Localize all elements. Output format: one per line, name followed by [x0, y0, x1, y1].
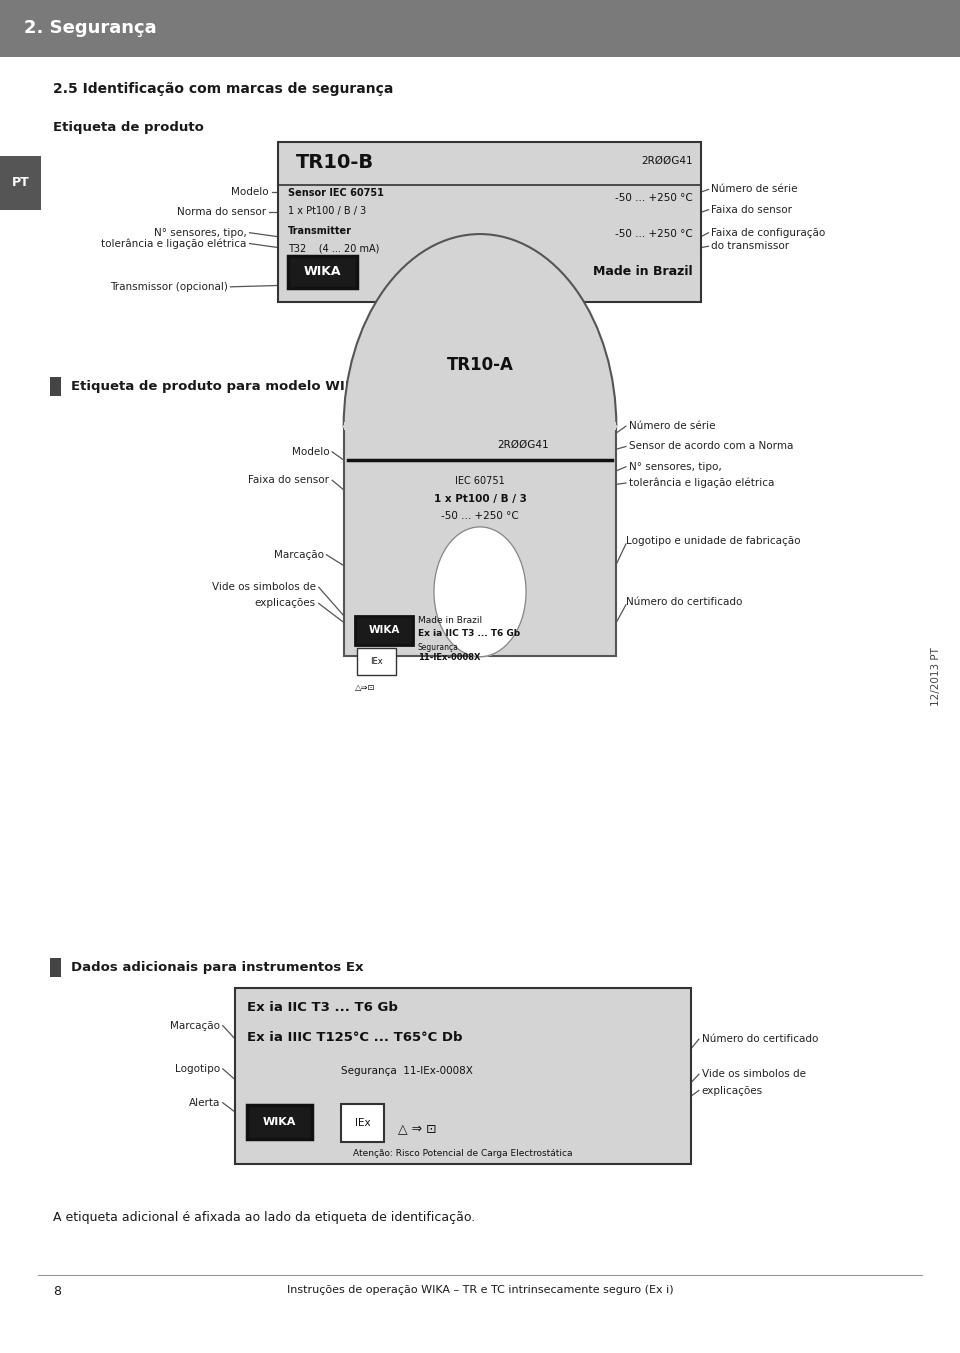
Text: tolerância e ligação elétrica: tolerância e ligação elétrica: [102, 238, 247, 249]
Text: -50 ... +250 °C: -50 ... +250 °C: [615, 193, 693, 203]
Text: explicações: explicações: [702, 1085, 763, 1096]
Text: do transmissor: do transmissor: [711, 241, 789, 252]
Text: 12/2013 PT: 12/2013 PT: [931, 647, 941, 706]
Circle shape: [434, 526, 526, 656]
Text: Número de série: Número de série: [629, 421, 715, 432]
FancyBboxPatch shape: [235, 988, 691, 1164]
Text: Transmissor (opcional): Transmissor (opcional): [109, 281, 228, 292]
Text: IEC 60751: IEC 60751: [455, 476, 505, 486]
Text: △⇒⊡: △⇒⊡: [355, 683, 375, 693]
Text: Logotipo e unidade de fabricação: Logotipo e unidade de fabricação: [402, 327, 577, 337]
Text: Faixa do sensor: Faixa do sensor: [249, 475, 329, 486]
Text: Vide os simbolos de: Vide os simbolos de: [702, 1069, 805, 1080]
Text: 2RØØG41: 2RØØG41: [497, 440, 549, 449]
Text: Segurança  11-IEx-0008X: Segurança 11-IEx-0008X: [341, 1066, 472, 1076]
Text: Etiqueta de produto para modelo WIKA TR10-A: Etiqueta de produto para modelo WIKA TR1…: [71, 380, 423, 394]
Text: Logotipo e unidade de fabricação: Logotipo e unidade de fabricação: [626, 536, 801, 547]
Text: Marcação: Marcação: [170, 1020, 220, 1031]
Text: Norma do sensor: Norma do sensor: [177, 207, 266, 218]
Text: tolerância e ligação elétrica: tolerância e ligação elétrica: [629, 478, 774, 488]
Text: -50 ... +250 °C: -50 ... +250 °C: [442, 511, 518, 521]
FancyBboxPatch shape: [50, 958, 61, 977]
FancyBboxPatch shape: [357, 648, 396, 675]
Text: Marcação: Marcação: [274, 549, 324, 560]
FancyBboxPatch shape: [344, 422, 616, 430]
Text: -50 ... +250 °C: -50 ... +250 °C: [615, 229, 693, 238]
Text: 8: 8: [53, 1285, 60, 1299]
Text: Logotipo: Logotipo: [175, 1063, 220, 1074]
Text: Faixa de configuração: Faixa de configuração: [711, 227, 826, 238]
Text: Modelo: Modelo: [292, 446, 329, 457]
Text: Ex ia IIIC T125°C ... T65°C Db: Ex ia IIIC T125°C ... T65°C Db: [247, 1031, 462, 1045]
FancyBboxPatch shape: [355, 616, 413, 645]
Text: T32    (4 ... 20 mA): T32 (4 ... 20 mA): [288, 244, 379, 253]
Text: 2. Segurança: 2. Segurança: [24, 19, 156, 38]
Text: Segurança: Segurança: [418, 643, 459, 652]
Text: Made in Brazil: Made in Brazil: [418, 616, 482, 625]
FancyBboxPatch shape: [247, 1105, 312, 1139]
Text: Instruções de operação WIKA – TR e TC intrinsecamente seguro (Ex i): Instruções de operação WIKA – TR e TC in…: [287, 1285, 673, 1295]
Text: 1 x Pt100 / B / 3: 1 x Pt100 / B / 3: [434, 494, 526, 503]
Text: Made in Brazil: Made in Brazil: [593, 265, 693, 279]
Text: Ex ia IIC T3 ... T6 Gb: Ex ia IIC T3 ... T6 Gb: [247, 1001, 397, 1015]
Text: Sensor de acordo com a Norma: Sensor de acordo com a Norma: [629, 441, 793, 452]
Text: WIKA: WIKA: [369, 625, 399, 636]
FancyBboxPatch shape: [341, 1104, 384, 1142]
FancyBboxPatch shape: [50, 377, 61, 396]
Text: A etiqueta adicional é afixada ao lado da etiqueta de identificação.: A etiqueta adicional é afixada ao lado d…: [53, 1211, 475, 1224]
Text: Atenção: Risco Potencial de Carga Electrostática: Atenção: Risco Potencial de Carga Electr…: [353, 1149, 573, 1158]
Text: 1 x Pt100 / B / 3: 1 x Pt100 / B / 3: [288, 206, 367, 215]
Text: Etiqueta de produto: Etiqueta de produto: [53, 120, 204, 134]
Text: Transmitter: Transmitter: [288, 226, 352, 235]
Text: N° sensores, tipo,: N° sensores, tipo,: [629, 461, 722, 472]
Text: WIKA: WIKA: [303, 265, 342, 279]
FancyBboxPatch shape: [0, 0, 960, 57]
Text: N° sensores, tipo,: N° sensores, tipo,: [154, 227, 247, 238]
Text: Vide os simbolos de: Vide os simbolos de: [212, 582, 316, 593]
Text: WIKA: WIKA: [263, 1118, 296, 1127]
FancyBboxPatch shape: [344, 426, 616, 656]
Wedge shape: [344, 234, 616, 426]
Text: Faixa do sensor: Faixa do sensor: [711, 204, 792, 215]
Text: Alerta: Alerta: [188, 1097, 220, 1108]
Text: IEx: IEx: [370, 658, 383, 666]
Text: TR10-B: TR10-B: [296, 153, 373, 172]
Text: 11-IEx-0008X: 11-IEx-0008X: [418, 653, 480, 663]
Text: Número do certificado: Número do certificado: [702, 1034, 818, 1045]
FancyBboxPatch shape: [288, 256, 357, 288]
Text: Modelo: Modelo: [231, 187, 269, 198]
Text: PT: PT: [12, 176, 30, 189]
Text: 2RØØG41: 2RØØG41: [641, 156, 693, 165]
Text: Sensor IEC 60751: Sensor IEC 60751: [288, 188, 384, 198]
Text: explicações: explicações: [254, 598, 316, 609]
Text: Dados adicionais para instrumentos Ex: Dados adicionais para instrumentos Ex: [71, 961, 364, 974]
FancyBboxPatch shape: [0, 156, 41, 210]
Text: Número de série: Número de série: [711, 184, 798, 195]
Text: TR10-A: TR10-A: [446, 356, 514, 373]
Text: △ ⇒ ⊡: △ ⇒ ⊡: [398, 1123, 437, 1137]
Text: Número do certificado: Número do certificado: [626, 597, 742, 607]
Text: Ex ia IIC T3 ... T6 Gb: Ex ia IIC T3 ... T6 Gb: [418, 629, 519, 639]
Text: 2.5 Identificação com marcas de segurança: 2.5 Identificação com marcas de seguranç…: [53, 83, 394, 96]
Text: IEx: IEx: [354, 1118, 371, 1128]
FancyBboxPatch shape: [278, 142, 701, 302]
